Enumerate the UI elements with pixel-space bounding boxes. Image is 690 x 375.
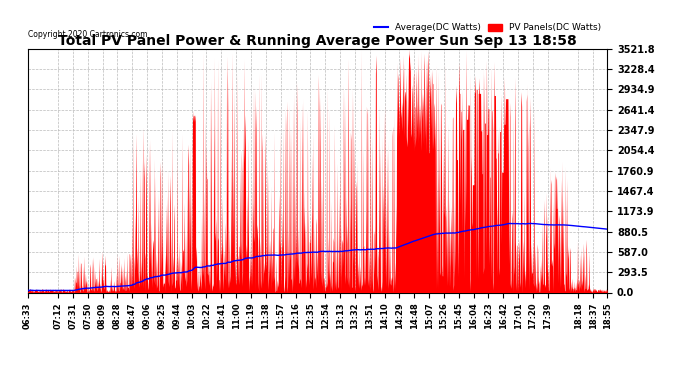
Legend: Average(DC Watts), PV Panels(DC Watts): Average(DC Watts), PV Panels(DC Watts): [373, 22, 602, 34]
Text: Copyright 2020 Cartronics.com: Copyright 2020 Cartronics.com: [28, 30, 147, 39]
Title: Total PV Panel Power & Running Average Power Sun Sep 13 18:58: Total PV Panel Power & Running Average P…: [58, 34, 577, 48]
